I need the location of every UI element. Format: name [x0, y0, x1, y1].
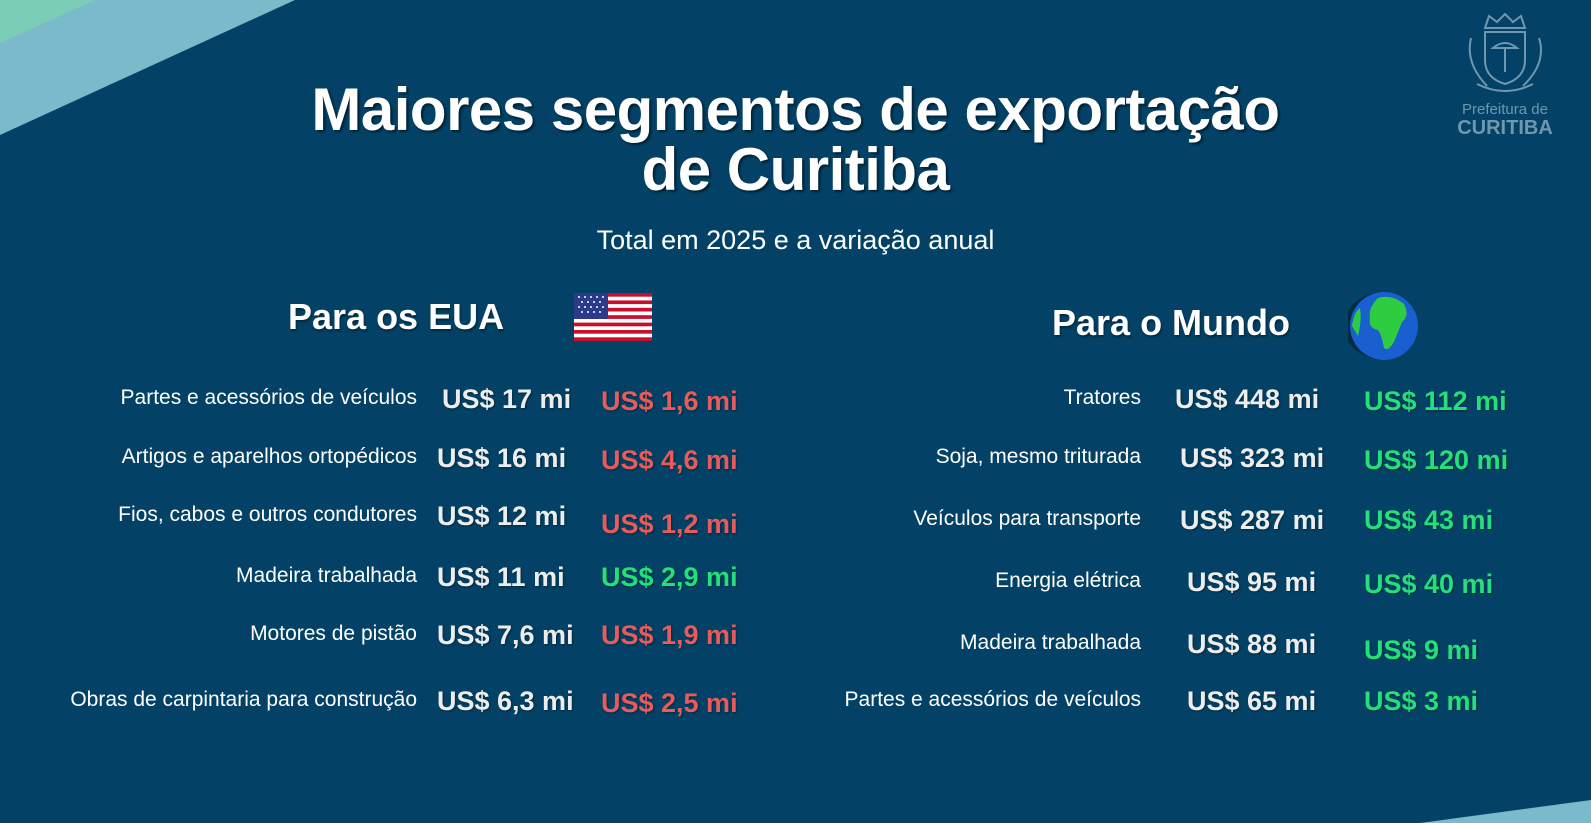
annual-change-down: US$ 1,2 mi — [601, 509, 738, 539]
segment-label: Partes e acessórios de veículos — [120, 386, 417, 409]
logo-text-line2: CURITIBA — [1457, 117, 1553, 139]
world-section-title: Para o Mundo — [1052, 302, 1291, 343]
export-value: US$ 16 mi — [437, 443, 567, 473]
annual-change-down: US$ 4,6 mi — [601, 445, 738, 475]
title-line-2: de Curitiba — [641, 136, 950, 203]
segment-label: Fios, cabos e outros condutores — [118, 503, 417, 526]
export-value: US$ 323 mi — [1180, 443, 1325, 473]
prefeitura-logo: Prefeitura de CURITIBA — [1450, 8, 1560, 138]
annual-change-up: US$ 3 mi — [1364, 686, 1479, 716]
annual-change-down: US$ 2,5 mi — [601, 688, 738, 718]
subtitle: Total em 2025 e a variação anual — [596, 225, 995, 255]
export-value: US$ 17 mi — [442, 384, 572, 414]
segment-label: Energia elétrica — [995, 569, 1141, 592]
segment-label: Soja, mesmo triturada — [935, 445, 1141, 468]
annual-change-down: US$ 1,6 mi — [601, 386, 738, 416]
segment-label: Madeira trabalhada — [960, 631, 1141, 654]
export-value: US$ 11 mi — [437, 562, 565, 592]
page-title: Maiores segmentos de exportação de Curit… — [0, 80, 1591, 200]
segment-label: Partes e acessórios de veículos — [844, 688, 1141, 711]
logo-text-line1: Prefeitura de — [1462, 101, 1548, 118]
us-flag-icon — [574, 293, 652, 341]
segment-label: Motores de pistão — [250, 622, 417, 645]
annual-change-up: US$ 120 mi — [1364, 445, 1509, 475]
annual-change-up: US$ 40 mi — [1364, 569, 1494, 599]
annual-change-up: US$ 2,9 mi — [601, 562, 738, 592]
annual-change-down: US$ 1,9 mi — [601, 620, 738, 650]
usa-section-title: Para os EUA — [288, 296, 505, 337]
export-value: US$ 448 mi — [1175, 384, 1320, 414]
annual-change-up: US$ 9 mi — [1364, 635, 1479, 665]
export-value: US$ 6,3 mi — [437, 686, 574, 716]
city-seal-icon — [1468, 12, 1542, 92]
export-value: US$ 12 mi — [437, 501, 567, 531]
export-value: US$ 7,6 mi — [437, 620, 574, 650]
segment-label: Tratores — [1063, 386, 1141, 409]
segment-label: Artigos e aparelhos ortopédicos — [121, 445, 417, 468]
export-value: US$ 65 mi — [1187, 686, 1317, 716]
globe-icon — [1348, 292, 1418, 360]
annual-change-up: US$ 43 mi — [1364, 505, 1494, 535]
export-value: US$ 95 mi — [1187, 567, 1317, 597]
segment-label: Veículos para transporte — [913, 507, 1141, 530]
segment-label: Obras de carpintaria para construção — [70, 688, 417, 711]
segment-label: Madeira trabalhada — [236, 564, 417, 587]
export-value: US$ 287 mi — [1180, 505, 1325, 535]
export-value: US$ 88 mi — [1187, 629, 1317, 659]
annual-change-up: US$ 112 mi — [1364, 386, 1507, 416]
title-line-1: Maiores segmentos de exportação — [311, 76, 1280, 143]
